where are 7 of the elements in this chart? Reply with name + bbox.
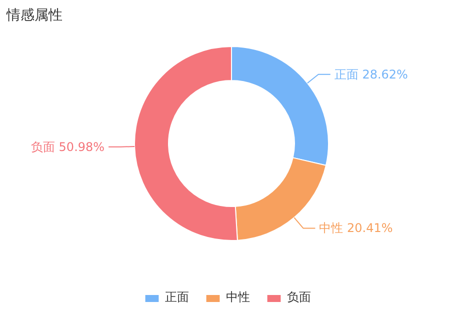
data-label: 正面 28.62% — [334, 67, 408, 82]
legend-label: 负面 — [287, 289, 311, 306]
legend-label: 正面 — [165, 289, 189, 306]
data-label: 中性 20.41% — [319, 221, 393, 236]
legend-label: 中性 — [226, 289, 250, 306]
data-label: 负面 50.98% — [30, 140, 105, 154]
chart-title: 情感属性 — [6, 8, 62, 24]
